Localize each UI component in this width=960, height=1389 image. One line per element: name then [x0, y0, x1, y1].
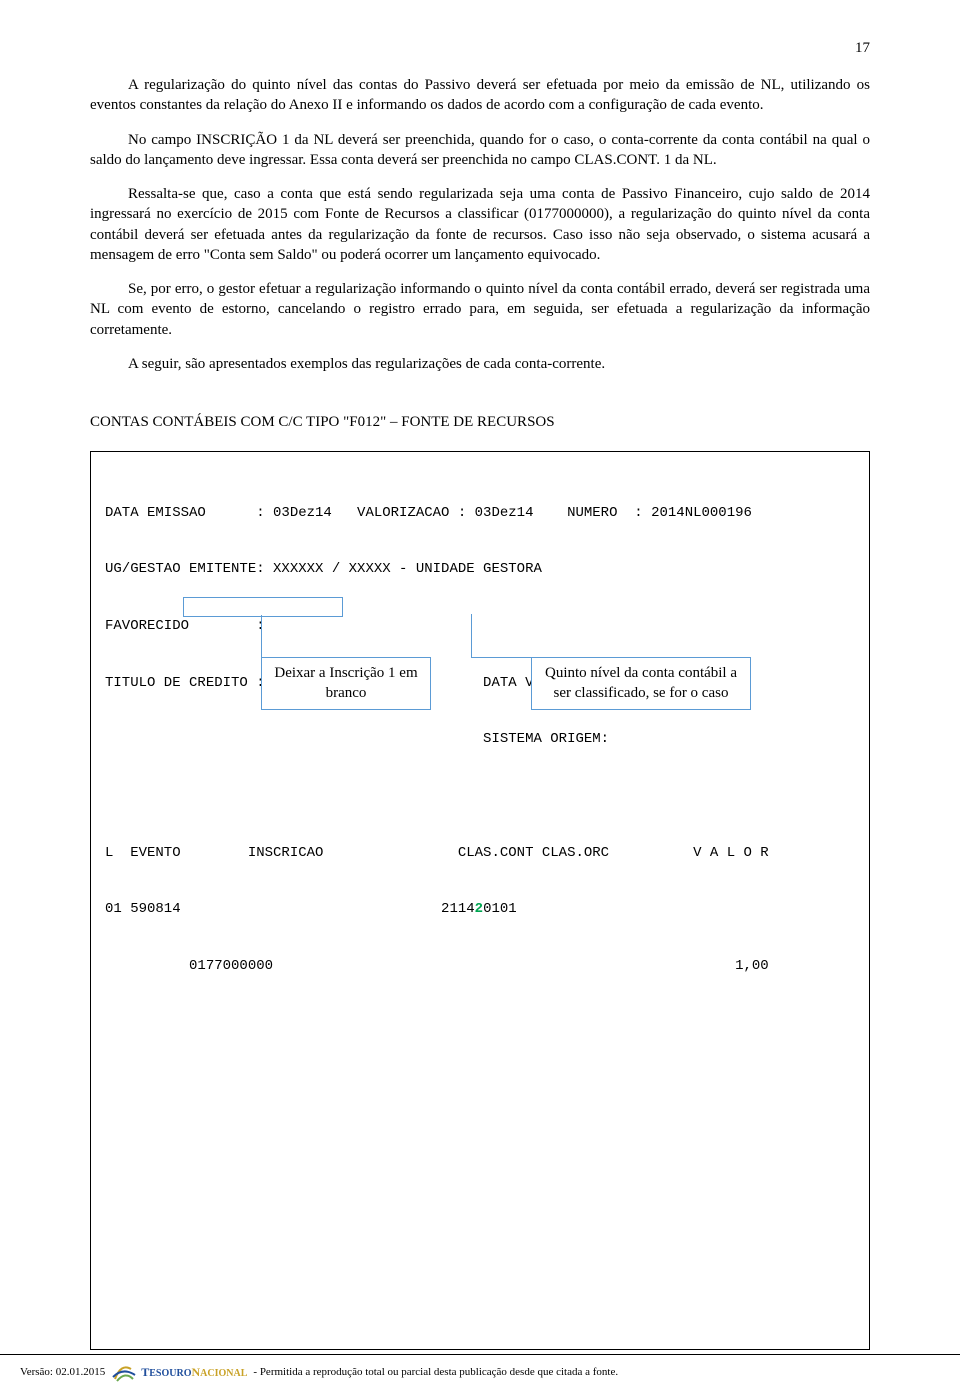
footer: Versão: 02.01.2015 TESOURONACIONAL - Per…	[0, 1354, 960, 1389]
brand-n: N	[192, 1365, 201, 1379]
paragraph-1: A regularização do quinto nível das cont…	[90, 75, 870, 116]
code-line-5: SISTEMA ORIGEM:	[105, 730, 855, 749]
code-line-6: L EVENTO INSCRICAO CLAS.CONT CLAS.ORC V …	[105, 844, 855, 863]
logo-swirl-icon	[111, 1361, 137, 1383]
code-l7b: 2114	[189, 901, 475, 917]
code-l7d: 0101	[483, 901, 517, 917]
page-number: 17	[90, 40, 870, 57]
inscricao-highlight-box	[183, 597, 343, 617]
section-heading: CONTAS CONTÁBEIS COM C/C TIPO "F012" – F…	[90, 414, 870, 431]
code-l7c-highlight: 2	[475, 901, 483, 917]
code-line-2: UG/GESTAO EMITENTE: XXXXXX / XXXXX - UNI…	[105, 560, 855, 579]
code-line-1: DATA EMISSAO : 03Dez14 VALORIZACAO : 03D…	[105, 504, 855, 523]
callout-quinto-nivel: Quinto nível da conta contábil a ser cla…	[531, 657, 751, 710]
footer-version: Versão: 02.01.2015	[20, 1366, 105, 1378]
footer-tail: - Permitida a reprodução total ou parcia…	[253, 1366, 618, 1378]
footer-logo: TESOURONACIONAL	[111, 1361, 247, 1383]
connector-1	[261, 615, 262, 657]
brand-esouro: ESOURO	[149, 1368, 191, 1379]
brand-acional: ACIONAL	[200, 1368, 247, 1379]
code-block: DATA EMISSAO : 03Dez14 VALORIZACAO : 03D…	[90, 451, 870, 1350]
callout-inscricao: Deixar a Inscrição 1 em branco	[261, 657, 431, 710]
code-line-8: 0177000000 1,00	[105, 957, 855, 976]
paragraph-2: No campo INSCRIÇÃO 1 da NL deverá ser pr…	[90, 130, 870, 171]
connector-2	[471, 614, 472, 657]
code-line-3: FAVORECIDO :	[105, 617, 855, 636]
paragraph-4: Se, por erro, o gestor efetuar a regular…	[90, 279, 870, 340]
code-line-blank	[105, 787, 855, 806]
paragraph-5: A seguir, são apresentados exemplos das …	[90, 354, 870, 374]
code-l7a: 01 590814	[105, 901, 189, 917]
footer-brand: TESOURONACIONAL	[141, 1365, 247, 1380]
code-line-7: 01 590814 211420101	[105, 900, 855, 919]
paragraph-3: Ressalta-se que, caso a conta que está s…	[90, 184, 870, 265]
